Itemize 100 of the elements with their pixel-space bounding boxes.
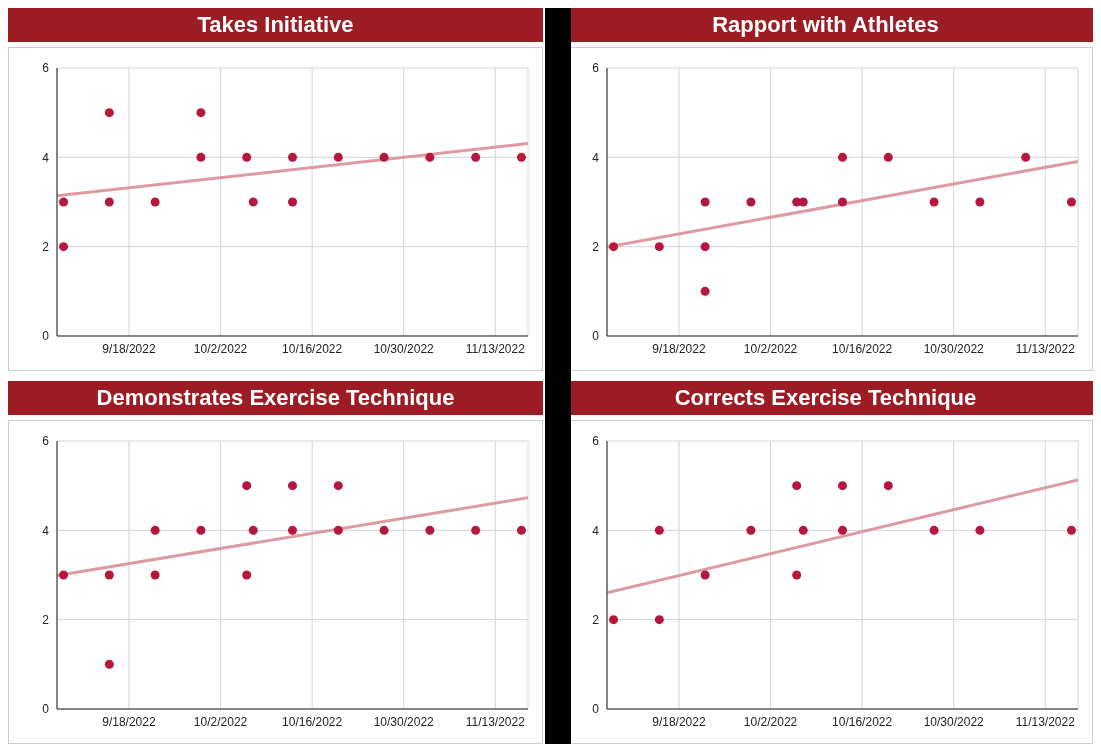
x-tick-label: 10/16/2022 (832, 341, 893, 356)
y-tick-label: 6 (42, 61, 50, 76)
point (792, 570, 802, 580)
point (975, 525, 985, 535)
chart-title: Corrects Exercise Technique (558, 381, 1093, 415)
x-tick-label: 10/2/2022 (743, 714, 798, 729)
point (471, 525, 481, 535)
point (609, 242, 619, 252)
point (609, 615, 619, 625)
x-tick-label: 10/16/2022 (282, 341, 343, 356)
point (333, 152, 343, 162)
point (837, 152, 848, 162)
point (798, 525, 808, 535)
point (471, 152, 481, 162)
point (104, 197, 114, 207)
point (248, 197, 258, 207)
point (975, 197, 985, 207)
y-tick-label: 0 (42, 702, 50, 717)
point (287, 481, 298, 491)
point (700, 242, 710, 252)
x-tick-label: 10/30/2022 (923, 714, 985, 729)
point (654, 242, 664, 252)
point (837, 481, 848, 491)
point (150, 570, 160, 580)
x-tick-label: 10/30/2022 (373, 341, 435, 356)
x-tick-label: 9/18/2022 (652, 341, 706, 356)
point (425, 525, 435, 535)
y-tick-label: 6 (592, 61, 600, 76)
x-tick-label: 11/13/2022 (1015, 714, 1076, 729)
point (746, 197, 756, 207)
point (516, 152, 526, 162)
point (333, 525, 343, 535)
x-tick-label: 9/18/2022 (102, 341, 156, 356)
point (516, 525, 526, 535)
point (425, 152, 435, 162)
point (379, 525, 389, 535)
point (929, 197, 939, 207)
point (883, 481, 893, 491)
point (242, 481, 252, 491)
y-tick-label: 4 (42, 523, 50, 538)
x-tick-label: 10/16/2022 (832, 714, 893, 729)
point (104, 570, 114, 580)
point (196, 525, 206, 535)
point (59, 197, 69, 207)
point (700, 286, 710, 296)
x-tick-label: 11/13/2022 (1015, 341, 1076, 356)
x-tick-label: 11/13/2022 (465, 714, 526, 729)
point (287, 197, 298, 207)
point (746, 525, 756, 535)
y-tick-label: 2 (42, 239, 50, 254)
point (242, 152, 252, 162)
point (1021, 152, 1031, 162)
chart-title: Rapport with Athletes (558, 8, 1093, 42)
point (1066, 525, 1076, 535)
point (104, 108, 114, 118)
x-tick-label: 10/30/2022 (923, 341, 985, 356)
point (196, 108, 206, 118)
y-tick-label: 2 (42, 612, 50, 627)
point (929, 525, 939, 535)
point (287, 152, 298, 162)
y-tick-label: 4 (592, 523, 600, 538)
point (248, 525, 258, 535)
point (287, 525, 298, 535)
y-tick-label: 4 (42, 150, 50, 165)
point (104, 659, 114, 669)
y-tick-label: 6 (42, 434, 50, 449)
y-tick-label: 2 (592, 239, 600, 254)
y-tick-label: 6 (592, 434, 600, 449)
point (150, 525, 160, 535)
point (59, 570, 69, 580)
x-tick-label: 11/13/2022 (465, 341, 526, 356)
chart-title: Takes Initiative (8, 8, 543, 42)
x-tick-label: 10/2/2022 (743, 341, 798, 356)
point (59, 242, 69, 252)
point (242, 570, 252, 580)
y-tick-label: 2 (592, 612, 600, 627)
x-tick-label: 9/18/2022 (652, 714, 706, 729)
point (150, 197, 160, 207)
point (883, 152, 893, 162)
y-tick-label: 4 (592, 150, 600, 165)
point (837, 525, 848, 535)
point (196, 152, 206, 162)
x-tick-label: 9/18/2022 (102, 714, 156, 729)
x-tick-label: 10/16/2022 (282, 714, 343, 729)
point (654, 615, 664, 625)
point (654, 525, 664, 535)
point (700, 197, 710, 207)
point (792, 481, 802, 491)
point (1066, 197, 1076, 207)
chart-title: Demonstrates Exercise Technique (8, 381, 543, 415)
y-tick-label: 0 (42, 329, 50, 344)
x-tick-label: 10/30/2022 (373, 714, 435, 729)
point (333, 481, 343, 491)
x-tick-label: 10/2/2022 (193, 341, 248, 356)
y-tick-label: 0 (592, 702, 600, 717)
point (700, 570, 710, 580)
point (837, 197, 848, 207)
y-tick-label: 0 (592, 329, 600, 344)
x-tick-label: 10/2/2022 (193, 714, 248, 729)
point (379, 152, 389, 162)
